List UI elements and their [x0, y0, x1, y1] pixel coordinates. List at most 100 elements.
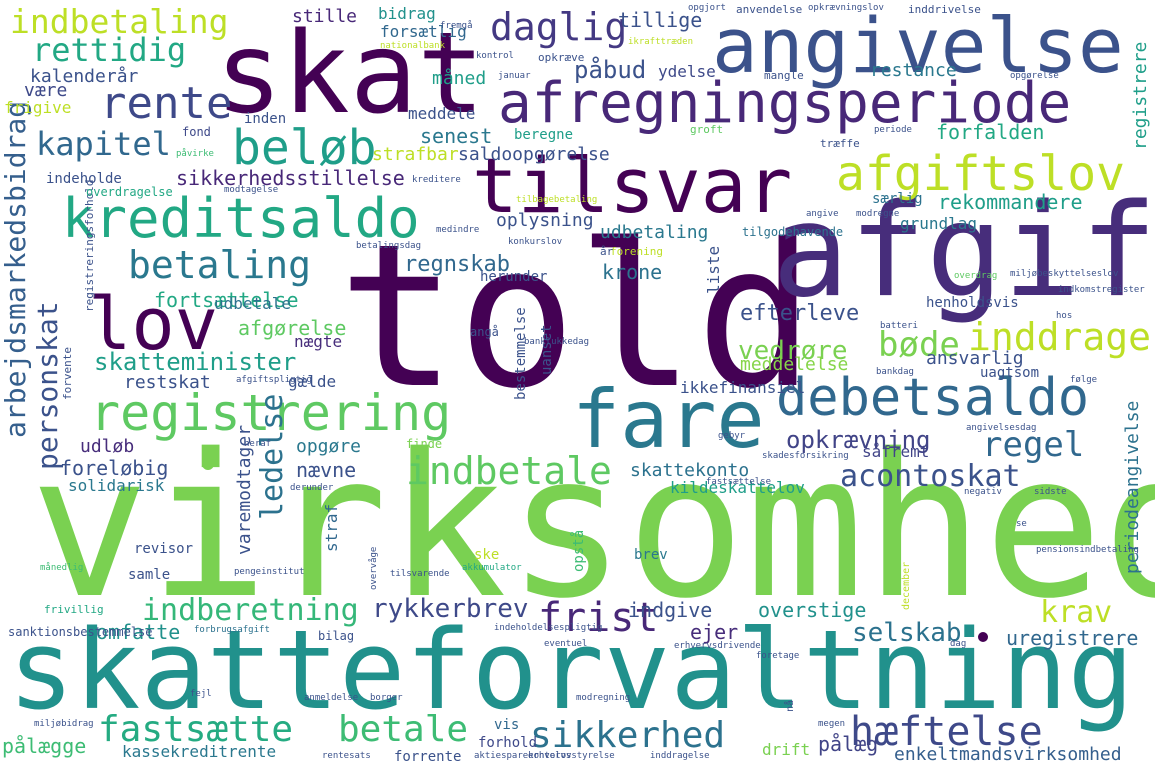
word-arbejdsmarkedsbidrag: arbejdsmarkedsbidrag [0, 100, 32, 438]
word-frigive: frigive [4, 98, 72, 117]
word-regel: regel [982, 425, 1085, 465]
word-indeholde: indeholde [46, 171, 122, 187]
word-paabud: påbud [574, 56, 647, 84]
word-aktiesparekontolov: erhvervsstyrelse [528, 751, 615, 761]
word-forrente: forrente [394, 749, 462, 765]
word-angive: angive [806, 209, 839, 219]
word-kalenderaar: kalenderår [30, 66, 139, 87]
word-nationalbank: nationalbank [380, 41, 446, 51]
word-ledelse: ledelse [255, 393, 290, 520]
word-fare: fare [572, 373, 765, 466]
word-banklukkedag: afgiftspligtig [236, 375, 312, 385]
word-inden: inden [244, 111, 287, 127]
word-fond: fond [182, 125, 211, 139]
word-bankdag: følge [1070, 375, 1098, 385]
word-fastsaette: fastsætte [98, 709, 294, 750]
word-rettidig: rettidig [32, 31, 187, 69]
word-ejer: ejer [690, 620, 739, 644]
word-medindre: se [1016, 519, 1027, 529]
word-opgjort: opgjort [688, 3, 726, 13]
word-afgiftspligtig: bankdag [876, 367, 914, 377]
word-opkraevning: opkrævning [786, 426, 931, 454]
word-forsaetlig: forsætlig [380, 22, 467, 41]
word-betalingsdag: betalingsdag [356, 241, 422, 251]
word-indgive: indgive [628, 598, 713, 622]
word-bestemmelse: opstå [571, 529, 587, 572]
word-told: told [338, 201, 815, 432]
word-anmeldelse: borger [370, 693, 403, 703]
word-henholdsvis: henholdsvis [926, 295, 1019, 311]
word-gaelde: gælde [288, 372, 337, 391]
word-modregning: miljøbidrag [34, 719, 94, 729]
word-angivelsesdag: derunder [290, 483, 334, 493]
word-afgiftslov: afgiftslov [836, 146, 1125, 202]
word-beloeb: beløb [232, 120, 377, 176]
word-periode: periode [874, 125, 912, 135]
word-samle: samle [128, 567, 171, 583]
word-december: miljøbeskyttelseslov [1010, 269, 1119, 279]
word-januar: januar [498, 71, 531, 81]
word-foretage: fejl [190, 689, 212, 699]
word-registreringsforhold: forvente [61, 347, 74, 400]
word-regnskab: regnskab [404, 252, 510, 277]
word-opstaa: revisor [134, 541, 194, 557]
word-haeftelse: hæftelse [850, 709, 1043, 755]
word-anvendelse: anvendelse [736, 3, 803, 16]
word-afgift: afgift [772, 177, 1155, 326]
word-skattekonto: skattekonto [630, 460, 750, 481]
word-maanedlig: pengeinstitut [234, 567, 305, 577]
word-boede: bøde [878, 325, 960, 365]
word-angivelse: angivelse [712, 1, 1124, 90]
word-enkeltmandsvirksomhed: enkeltmandsvirksomhed [894, 744, 1122, 765]
word-miljoebidrag: aktiesparekontolov [474, 751, 572, 761]
word-inddrivelse: inddrivelse [908, 3, 981, 16]
word-betaling: betaling [128, 243, 312, 287]
word-borger: modregning [576, 693, 631, 703]
word-revisor: uanset [539, 324, 555, 375]
word-derunder: fastsættelse [706, 477, 772, 487]
word-maaned: måned [432, 68, 487, 89]
word-overdrag: indkomstregister [1058, 285, 1145, 295]
word-forening: forening [610, 245, 663, 258]
word-akkumulator: frivillig [44, 603, 104, 616]
word-selskab: selskab [852, 618, 962, 648]
word-opgoere: opgøre [296, 436, 362, 457]
word-meddele: meddele [408, 104, 476, 123]
word-saerlig: særlig [872, 191, 923, 207]
word-traeffe: træffe [820, 137, 860, 150]
word-opkraevningslov: opkrævningslov [808, 3, 884, 13]
word-brev: brev [634, 547, 668, 563]
word-virksomhed: virksomhed [30, 411, 1155, 642]
word-modtagelse: modtagelse [224, 185, 279, 195]
word-fastsaettelse: negativ [964, 487, 1002, 497]
word-kassekreditrente: kassekreditrente [122, 742, 277, 761]
word-naegte: nægte [294, 332, 343, 351]
word-sidste: månedlig [40, 563, 84, 573]
word-pensionsindbetaling: december [901, 561, 912, 610]
dot-mark [978, 632, 988, 642]
word-groft: groft [690, 123, 724, 136]
word-ydelse: ydelse [658, 62, 716, 81]
word-vedroere: vedrøre [738, 336, 848, 366]
word-drift: drift [762, 740, 811, 759]
word-rente: rente [100, 78, 233, 129]
word-skatteforvaltning: skatteforvaltning [8, 606, 1134, 734]
word-fremgaa: pensionsindbetaling [1036, 545, 1139, 555]
word-naevne: nævne [296, 458, 357, 482]
word-frist: frist [538, 595, 659, 641]
word-pengeinstitut: tilsvarende [390, 569, 450, 579]
word-konkurslov: konkurslov [508, 237, 563, 247]
word-restance: restance [870, 60, 957, 81]
word-kreditere: kreditere [412, 175, 461, 185]
word-udbetale: udbetale [214, 294, 292, 313]
word-debetsaldo: debetsaldo [776, 368, 1090, 428]
word-paalaeg: pålæg [818, 732, 879, 756]
word-krone: krone [602, 260, 663, 284]
word-forfalden: forfalden [936, 120, 1045, 144]
word-heraf: gebyr [718, 431, 746, 441]
word-foreloebig: foreløbig [60, 456, 169, 480]
word-vaere: være [24, 80, 68, 101]
word-angaa: angå [470, 325, 499, 339]
word-inddrage: inddrage [968, 315, 1152, 359]
